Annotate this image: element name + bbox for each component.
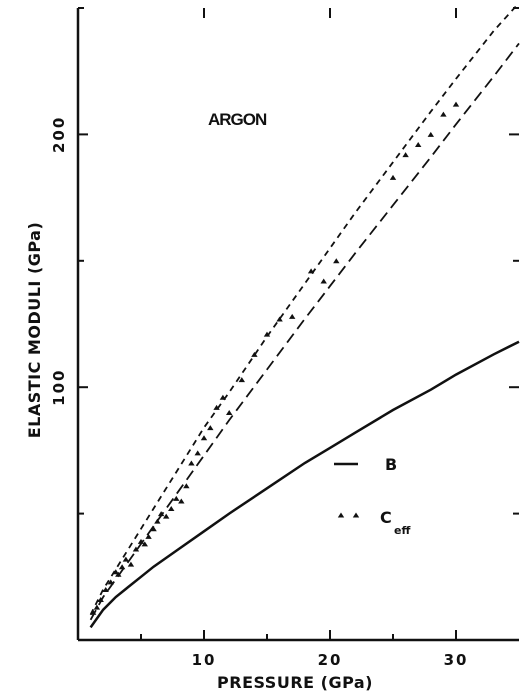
ceff-marker [427,131,434,137]
x-tick-label: 10 [192,651,217,669]
ceff-marker [173,495,180,501]
ceff-marker [137,538,145,544]
x-axis-title: PRESSURE (GPa) [217,673,373,692]
ceff-marker [118,564,126,570]
y-tick-label: 200 [50,116,68,153]
ceff-marker [115,571,122,577]
ceff-marker [251,351,258,357]
ceff-marker [163,513,170,519]
ceff-marker [145,533,152,539]
ceff-marker [415,142,422,148]
legend: B C eff [334,455,410,537]
ceff-marker [226,409,233,415]
ceff-marker [107,579,114,585]
ceff-marker [320,278,327,284]
ceff-marker [168,506,175,512]
ceff-marker [154,518,161,524]
ceff-marker [188,460,195,466]
legend-marker [352,512,360,518]
ceff-marker [132,546,140,552]
ceff-marker [150,526,157,532]
ceff-marker [183,483,190,489]
legend-label-b: B [385,455,397,474]
ceff-marker [97,597,104,603]
series-line-short-dash [89,2,520,616]
ceff-marker [194,450,201,456]
ceff-marker [402,152,409,158]
ceff-marker [102,586,109,592]
legend-markers-ceff [337,512,360,518]
ceff-marker [219,394,227,400]
ceff-marker [207,425,214,431]
ceff-marker [289,313,296,319]
legend-marker [337,512,345,518]
ceff-marker [178,498,185,504]
ceff-marker [127,561,135,567]
ceff-marker [238,377,245,383]
series-layer [89,2,520,629]
ceff-marker [452,101,460,107]
ceff-marker [333,258,340,264]
ceff-marker [141,541,148,547]
ceff-marker [307,268,315,274]
x-tick-label: 20 [318,651,343,669]
y-tick-label: 100 [50,369,68,406]
ceff-marker [200,435,208,441]
x-tick-label: 30 [444,651,469,669]
y-axis-title: ELASTIC MODULI (GPa) [25,222,44,439]
ceff-marker [112,569,119,575]
ticks: 10 20 30 100 200 [50,7,519,669]
argon-annotation: ARGON [208,110,267,129]
ceff-marker [89,609,97,615]
ceff-marker [276,316,283,322]
ceff-marker [213,404,220,410]
markers-layer [89,101,460,615]
series-line-long-dash [89,42,520,621]
ceff-marker [263,331,271,337]
ceff-marker [157,511,165,517]
legend-label-c: C [380,508,392,527]
ceff-marker [389,174,397,180]
axes [76,8,519,642]
series-line-solid [89,340,520,629]
ceff-marker [122,556,130,562]
ceff-marker [440,111,447,117]
legend-sub-c: eff [394,524,410,537]
ceff-marker [93,604,101,610]
